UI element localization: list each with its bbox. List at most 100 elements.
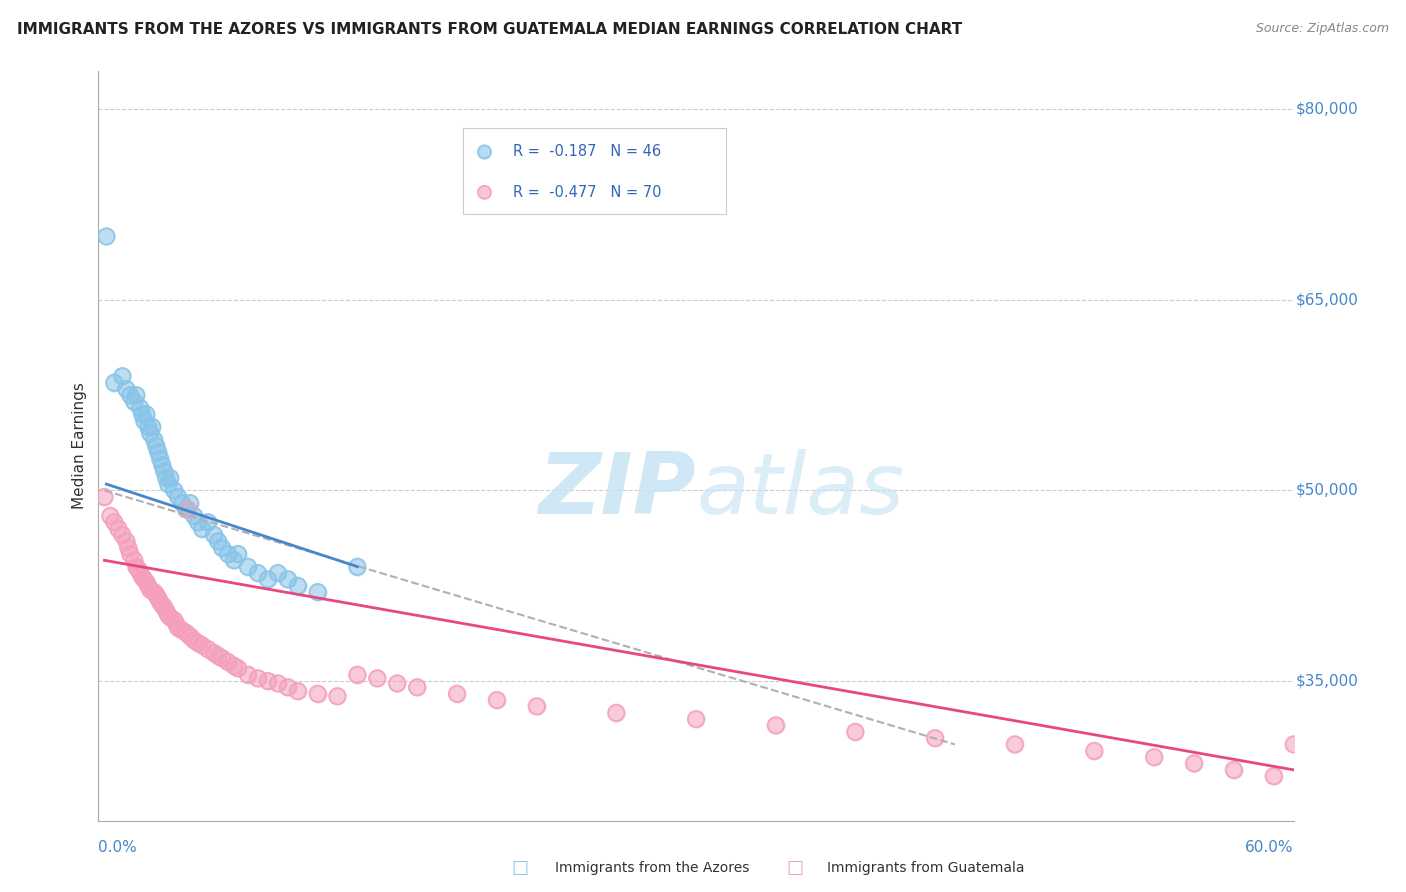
Point bbox=[163, 613, 186, 627]
Point bbox=[149, 595, 172, 609]
Point bbox=[115, 382, 138, 396]
Point bbox=[115, 382, 138, 396]
Point bbox=[148, 591, 170, 606]
Point bbox=[134, 572, 156, 586]
Point bbox=[135, 407, 157, 421]
Point bbox=[277, 572, 299, 586]
Point bbox=[326, 689, 349, 703]
Point bbox=[202, 528, 225, 542]
Point bbox=[136, 420, 159, 434]
Point bbox=[120, 547, 142, 561]
Point bbox=[446, 687, 468, 701]
Point bbox=[222, 658, 245, 673]
Point bbox=[385, 676, 409, 690]
Text: Immigrants from the Azores: Immigrants from the Azores bbox=[555, 861, 749, 875]
Point bbox=[107, 522, 129, 536]
Point bbox=[150, 458, 173, 472]
Text: Immigrants from Guatemala: Immigrants from Guatemala bbox=[827, 861, 1024, 875]
Point bbox=[226, 661, 249, 675]
Point bbox=[307, 585, 329, 599]
Point bbox=[153, 600, 176, 615]
Point bbox=[197, 515, 219, 529]
Point bbox=[307, 585, 329, 599]
Point bbox=[124, 553, 146, 567]
Point bbox=[1263, 769, 1285, 783]
Point bbox=[211, 541, 233, 555]
Point bbox=[165, 616, 187, 631]
Point bbox=[167, 490, 190, 504]
Text: atlas: atlas bbox=[696, 450, 904, 533]
Point bbox=[277, 572, 299, 586]
Point bbox=[163, 483, 186, 498]
Point bbox=[187, 515, 209, 529]
Point bbox=[406, 681, 429, 695]
Point bbox=[145, 439, 167, 453]
Point bbox=[149, 451, 172, 466]
Point bbox=[120, 547, 142, 561]
Point bbox=[765, 718, 787, 732]
Point bbox=[256, 673, 278, 688]
Point bbox=[155, 471, 177, 485]
Point bbox=[222, 553, 245, 567]
Text: ZIP: ZIP bbox=[538, 450, 696, 533]
Point bbox=[236, 667, 259, 681]
Point bbox=[149, 595, 172, 609]
Point bbox=[111, 528, 134, 542]
Point bbox=[127, 562, 149, 576]
Point bbox=[111, 369, 134, 384]
Point bbox=[125, 388, 148, 402]
Text: $80,000: $80,000 bbox=[1296, 102, 1358, 117]
Point bbox=[143, 585, 166, 599]
Point bbox=[222, 553, 245, 567]
Point bbox=[98, 508, 122, 523]
Point bbox=[135, 407, 157, 421]
Point bbox=[155, 471, 177, 485]
Point bbox=[685, 712, 707, 726]
Point bbox=[174, 502, 197, 516]
Point bbox=[183, 633, 205, 648]
Point bbox=[103, 376, 125, 390]
Point bbox=[277, 681, 299, 695]
Point bbox=[139, 582, 162, 597]
Point bbox=[1263, 769, 1285, 783]
Point bbox=[844, 724, 866, 739]
Point bbox=[217, 547, 239, 561]
Point bbox=[287, 684, 309, 698]
Point bbox=[1143, 750, 1166, 764]
Point bbox=[163, 483, 186, 498]
Point bbox=[145, 588, 167, 602]
Point bbox=[1182, 756, 1205, 771]
Point bbox=[246, 672, 269, 686]
Point bbox=[366, 672, 388, 686]
Point bbox=[385, 676, 409, 690]
Point bbox=[1083, 744, 1105, 758]
Point bbox=[143, 585, 166, 599]
Point bbox=[131, 407, 153, 421]
Point bbox=[924, 731, 946, 745]
Point bbox=[366, 672, 388, 686]
Point bbox=[246, 566, 269, 580]
Point bbox=[207, 648, 229, 663]
Text: 0.0%: 0.0% bbox=[98, 839, 138, 855]
Point bbox=[346, 667, 368, 681]
Point bbox=[256, 673, 278, 688]
Point bbox=[148, 445, 170, 459]
Point bbox=[139, 582, 162, 597]
Point bbox=[124, 394, 146, 409]
Point bbox=[139, 426, 162, 441]
Point bbox=[93, 490, 115, 504]
Point bbox=[177, 502, 200, 516]
Point bbox=[174, 502, 197, 516]
Point bbox=[207, 534, 229, 549]
Point bbox=[256, 572, 278, 586]
Point bbox=[207, 534, 229, 549]
Point bbox=[136, 579, 159, 593]
Point bbox=[246, 672, 269, 686]
Point bbox=[924, 731, 946, 745]
Point bbox=[485, 693, 508, 707]
Point bbox=[131, 407, 153, 421]
Point bbox=[150, 458, 173, 472]
Point bbox=[236, 559, 259, 574]
Point bbox=[172, 623, 194, 637]
Point bbox=[222, 658, 245, 673]
